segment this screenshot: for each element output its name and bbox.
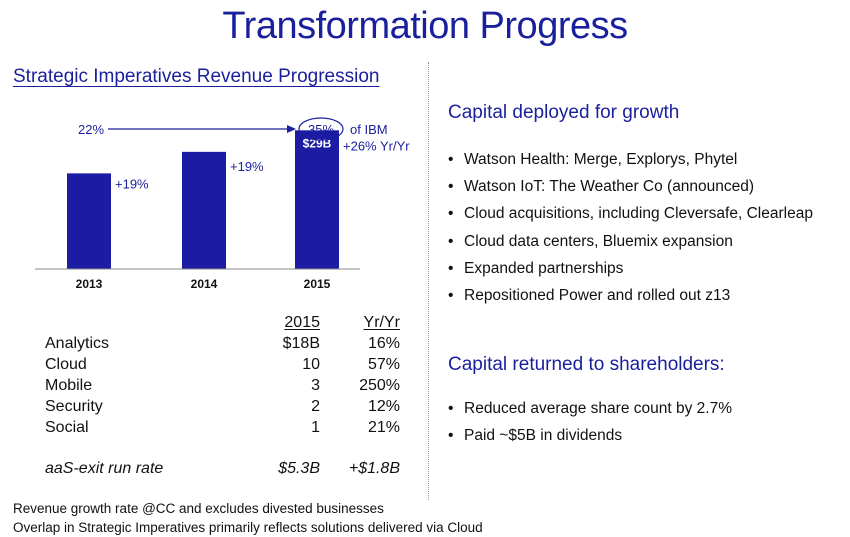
table-row: Security 2 12% xyxy=(45,398,405,419)
table-body: Analytics $18B 16% Cloud 10 57% Mobile 3 250% Sec… xyxy=(45,335,405,440)
segment-revenue: 1 xyxy=(311,419,320,436)
segment-growth: 250% xyxy=(359,377,400,394)
list-item-text: Watson IoT: The Weather Co (announced) xyxy=(464,178,755,196)
run-rate-row: aaS-exit run rate $5.3B +$1.8B xyxy=(45,460,405,482)
share-highlight-circle xyxy=(298,117,344,141)
segment-revenue: 2 xyxy=(311,398,320,415)
bullet-marker: • xyxy=(448,232,454,250)
list-item-text: Expanded partnerships xyxy=(464,259,624,277)
bar-2015 xyxy=(295,130,339,269)
list-item: • Cloud data centers, Bluemix expansion xyxy=(448,233,813,260)
table-row: Analytics $18B 16% xyxy=(45,335,405,356)
capital-returned-heading: Capital returned to shareholders: xyxy=(448,354,725,375)
capital-growth-heading: Capital deployed for growth xyxy=(448,102,680,123)
list-item-text: Watson Health: Merge, Explorys, Phytel xyxy=(464,151,738,168)
revenue-bar-chart: 2013 +19% 2014 +19% 2015 +26% Yr/Yr $29B 22% 35%… xyxy=(35,117,410,291)
growth-label: +26% Yr/Yr xyxy=(343,138,410,153)
list-item: • Repositioned Power and rolled out z13 xyxy=(448,287,813,314)
run-rate-yoy: +$1.8B xyxy=(348,460,400,477)
bar-value-label: $29B xyxy=(303,136,332,150)
share-end-label: 35% xyxy=(308,122,334,137)
segment-name: Social xyxy=(45,419,89,436)
list-item: • Paid ~$5B in dividends xyxy=(448,427,732,454)
list-item: • Reduced average share count by 2.7% xyxy=(448,400,732,427)
bullet-marker: • xyxy=(448,205,454,223)
segment-revenue: $18B xyxy=(282,335,320,352)
bar-2014 xyxy=(182,151,226,269)
bullet-marker: • xyxy=(448,427,454,445)
x-tick-label: 2013 xyxy=(76,277,103,291)
footnote-overlap: Overlap in Strategic Imperatives primari… xyxy=(13,520,483,535)
list-item: • Watson Health: Merge, Explorys, Phytel xyxy=(448,151,813,178)
table-row: Cloud 10 57% xyxy=(45,356,405,377)
segment-revenue: 3 xyxy=(311,377,320,394)
list-item-text: Cloud acquisitions, including Cleversafe… xyxy=(464,205,813,223)
footnote-growth-rate: Revenue growth rate @CC and excludes div… xyxy=(13,501,384,516)
segment-name: Cloud xyxy=(45,356,87,373)
revenue-table: 2015 Yr/Yr Analytics $18B 16% Cloud 10 57% Mob… xyxy=(45,314,405,440)
table-header-row: 2015 Yr/Yr xyxy=(45,314,405,335)
list-item: • Watson IoT: The Weather Co (announced) xyxy=(448,178,813,205)
list-item-text: Reduced average share count by 2.7% xyxy=(464,400,732,417)
x-tick-label: 2015 xyxy=(304,277,331,291)
segment-growth: 12% xyxy=(367,398,400,415)
chart-marks: 2013 +19% 2014 +19% 2015 +26% Yr/Yr $29B 22% 35%… xyxy=(35,117,410,291)
column-header-year: 2015 xyxy=(284,314,320,331)
segment-name: Mobile xyxy=(45,377,93,394)
column-header-yoy: Yr/Yr xyxy=(363,314,400,331)
growth-label: +19% xyxy=(230,159,264,174)
bullet-marker: • xyxy=(448,259,454,277)
x-tick-label: 2014 xyxy=(191,277,218,291)
segment-name: Analytics xyxy=(45,335,110,352)
capital-returned-list: • Reduced average share count by 2.7% • Pai… xyxy=(448,400,732,454)
segment-name: Security xyxy=(45,398,103,415)
bullet-marker: • xyxy=(448,151,454,168)
chart-section-heading: Strategic Imperatives Revenue Progressio… xyxy=(13,66,380,87)
capital-growth-list: • Watson Health: Merge, Explorys, Phytel •… xyxy=(448,151,813,314)
run-rate-label: aaS-exit run rate xyxy=(45,460,164,477)
segment-growth: 21% xyxy=(367,419,400,436)
page-title: Transformation Progress xyxy=(222,5,628,47)
bullet-marker: • xyxy=(448,178,454,196)
table-row: Social 1 21% xyxy=(45,419,405,440)
bar-2013 xyxy=(67,173,111,269)
share-arrow-head xyxy=(287,125,296,133)
bullet-marker: • xyxy=(448,286,454,304)
list-item: • Expanded partnerships xyxy=(448,260,813,287)
list-item-text: Cloud data centers, Bluemix expansion xyxy=(464,232,733,250)
list-item: • Cloud acquisitions, including Cleversaf… xyxy=(448,205,813,232)
segment-growth: 57% xyxy=(367,356,400,373)
list-item-text: Paid ~$5B in dividends xyxy=(464,427,623,445)
segment-revenue: 10 xyxy=(302,356,320,373)
table-row: Mobile 3 250% xyxy=(45,377,405,398)
segment-growth: 16% xyxy=(367,335,400,352)
list-item-text: Repositioned Power and rolled out z13 xyxy=(464,286,731,304)
run-rate-value: $5.3B xyxy=(278,460,320,477)
share-suffix-label: of IBM xyxy=(350,122,388,137)
share-start-label: 22% xyxy=(78,122,104,137)
column-divider xyxy=(428,62,429,500)
growth-label: +19% xyxy=(115,176,149,191)
bullet-marker: • xyxy=(448,400,454,417)
